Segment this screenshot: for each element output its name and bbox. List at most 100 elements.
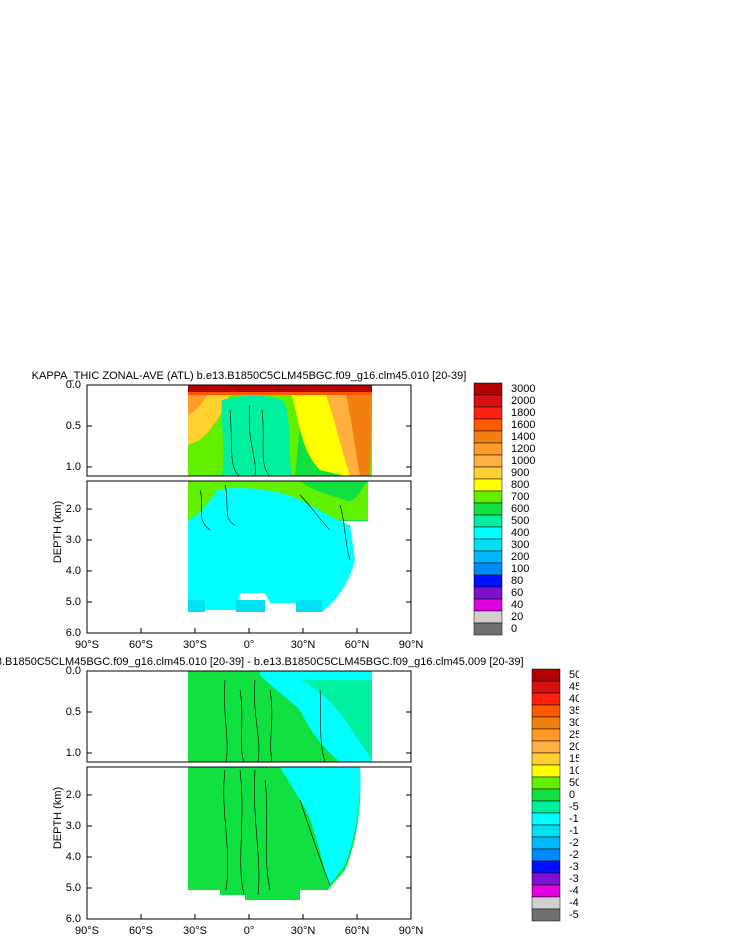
plot-frame bbox=[86, 384, 412, 477]
y-tick-label: 1.0 bbox=[66, 747, 81, 759]
colorbar-label: 150 bbox=[569, 753, 587, 765]
colorbar-box bbox=[473, 514, 503, 528]
colorbar-box bbox=[531, 800, 561, 814]
y-axis-label: DEPTH (km) bbox=[52, 501, 64, 563]
x-tick-label: 90°N bbox=[399, 639, 424, 651]
contour-field bbox=[188, 385, 372, 612]
colorbar-label: 900 bbox=[511, 467, 529, 479]
y-tick-label: 0.5 bbox=[66, 420, 81, 432]
x-tick-label: 60°N bbox=[345, 639, 370, 651]
colorbar-box bbox=[531, 692, 561, 706]
colorbar-label: 50 bbox=[569, 777, 581, 789]
y-tick-label: 0.0 bbox=[66, 665, 81, 677]
x-tick-label: 60°N bbox=[345, 925, 370, 937]
colorbar-label: 80 bbox=[511, 575, 523, 587]
y-tick-label: 6.0 bbox=[66, 627, 81, 639]
y-tick-label: 3.0 bbox=[66, 534, 81, 546]
x-tick-label: 30°S bbox=[183, 639, 207, 651]
colorbar-label: 1200 bbox=[511, 443, 535, 455]
x-tick-label: 90°S bbox=[75, 925, 99, 937]
colorbar-label: 0 bbox=[569, 789, 575, 801]
x-tick-label: 0° bbox=[244, 925, 255, 937]
colorbar-box bbox=[473, 502, 503, 516]
colorbar-label: -50 bbox=[569, 801, 585, 813]
y-tick-label: 5.0 bbox=[66, 882, 81, 894]
panel-title: b.e13.B1850C5CLM45BGC.f09_g16.clm45.010 … bbox=[0, 656, 524, 668]
panel-title: KAPPA_THIC ZONAL-AVE (ATL) b.e13.B1850C5… bbox=[32, 370, 467, 382]
colorbar-box bbox=[531, 908, 561, 922]
colorbar-box bbox=[473, 562, 503, 576]
x-tick-label: 0° bbox=[244, 639, 255, 651]
colorbar-box bbox=[531, 752, 561, 766]
colorbar-box bbox=[473, 454, 503, 468]
colorbar-label: 20 bbox=[511, 611, 523, 623]
colorbar-label: 500 bbox=[511, 515, 529, 527]
colorbar-label: 300 bbox=[511, 539, 529, 551]
colorbar-label: 250 bbox=[569, 729, 587, 741]
y-tick-label: 2.0 bbox=[66, 503, 81, 515]
colorbar-box bbox=[531, 860, 561, 874]
colorbar-box bbox=[473, 586, 503, 600]
colorbar-box bbox=[473, 598, 503, 612]
colorbar-box bbox=[531, 896, 561, 910]
colorbar-label: 60 bbox=[511, 587, 523, 599]
colorbar-label: 1800 bbox=[511, 407, 535, 419]
colorbar-label: 350 bbox=[569, 705, 587, 717]
y-tick-label: 1.0 bbox=[66, 461, 81, 473]
colorbar-box bbox=[531, 776, 561, 790]
x-tick-label: 30°N bbox=[291, 639, 316, 651]
plot-frame bbox=[86, 670, 412, 763]
colorbar-box bbox=[473, 466, 503, 480]
colorbar-label: 600 bbox=[511, 503, 529, 515]
x-tick-label: 30°N bbox=[291, 925, 316, 937]
colorbar-label: 1400 bbox=[511, 431, 535, 443]
contour-field bbox=[188, 671, 372, 900]
colorbar-box bbox=[473, 490, 503, 504]
colorbar-label: 100 bbox=[569, 765, 587, 777]
colorbar-box bbox=[531, 836, 561, 850]
colorbar-label: 1000 bbox=[511, 455, 535, 467]
chart-layer: KAPPA_THIC ZONAL-AVE (ATL) b.e13.B1850C5… bbox=[0, 370, 591, 937]
x-tick-label: 90°S bbox=[75, 639, 99, 651]
y-tick-label: 2.0 bbox=[66, 789, 81, 801]
y-axis-label: DEPTH (km) bbox=[52, 787, 64, 849]
colorbar-label: 800 bbox=[511, 479, 529, 491]
x-tick-label: 60°S bbox=[129, 639, 153, 651]
colorbar-label: 200 bbox=[511, 551, 529, 563]
y-tick-label: 5.0 bbox=[66, 596, 81, 608]
colorbar-label: 2000 bbox=[511, 395, 535, 407]
colorbar-box bbox=[531, 716, 561, 730]
colorbar-box bbox=[531, 704, 561, 718]
y-tick-label: 4.0 bbox=[66, 565, 81, 577]
colorbar-label: -100 bbox=[569, 813, 591, 825]
colorbar-box bbox=[473, 550, 503, 564]
colorbar-label: -200 bbox=[569, 837, 591, 849]
colorbar-label: -150 bbox=[569, 825, 591, 837]
colorbar-box bbox=[473, 442, 503, 456]
colorbar-box bbox=[531, 728, 561, 742]
colorbar-label: 300 bbox=[569, 717, 587, 729]
x-tick-label: 90°N bbox=[399, 925, 424, 937]
colorbar-box bbox=[473, 418, 503, 432]
colorbar-label: 400 bbox=[569, 693, 587, 705]
colorbar-box bbox=[531, 872, 561, 886]
colorbar-box bbox=[531, 884, 561, 898]
colorbar-box bbox=[531, 680, 561, 694]
colorbar-label: -500 bbox=[569, 909, 591, 921]
colorbar-label: -350 bbox=[569, 873, 591, 885]
colorbar-box bbox=[473, 526, 503, 540]
colorbar-box bbox=[473, 394, 503, 408]
colorbar-box bbox=[473, 382, 503, 396]
colorbar-label: -250 bbox=[569, 849, 591, 861]
colorbar-label: -400 bbox=[569, 885, 591, 897]
y-tick-label: 6.0 bbox=[66, 913, 81, 925]
colorbar-box bbox=[531, 812, 561, 826]
colorbar-label: -450 bbox=[569, 897, 591, 909]
colorbar-box bbox=[473, 610, 503, 624]
y-tick-label: 4.0 bbox=[66, 851, 81, 863]
colorbar-label: -300 bbox=[569, 861, 591, 873]
colorbar-label: 1600 bbox=[511, 419, 535, 431]
colorbar-box bbox=[473, 622, 503, 636]
colorbar-label: 200 bbox=[569, 741, 587, 753]
